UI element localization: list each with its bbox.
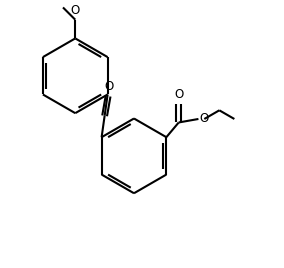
Text: O: O bbox=[71, 3, 80, 17]
Text: O: O bbox=[174, 88, 183, 100]
Text: O: O bbox=[105, 80, 114, 93]
Text: O: O bbox=[200, 113, 209, 125]
